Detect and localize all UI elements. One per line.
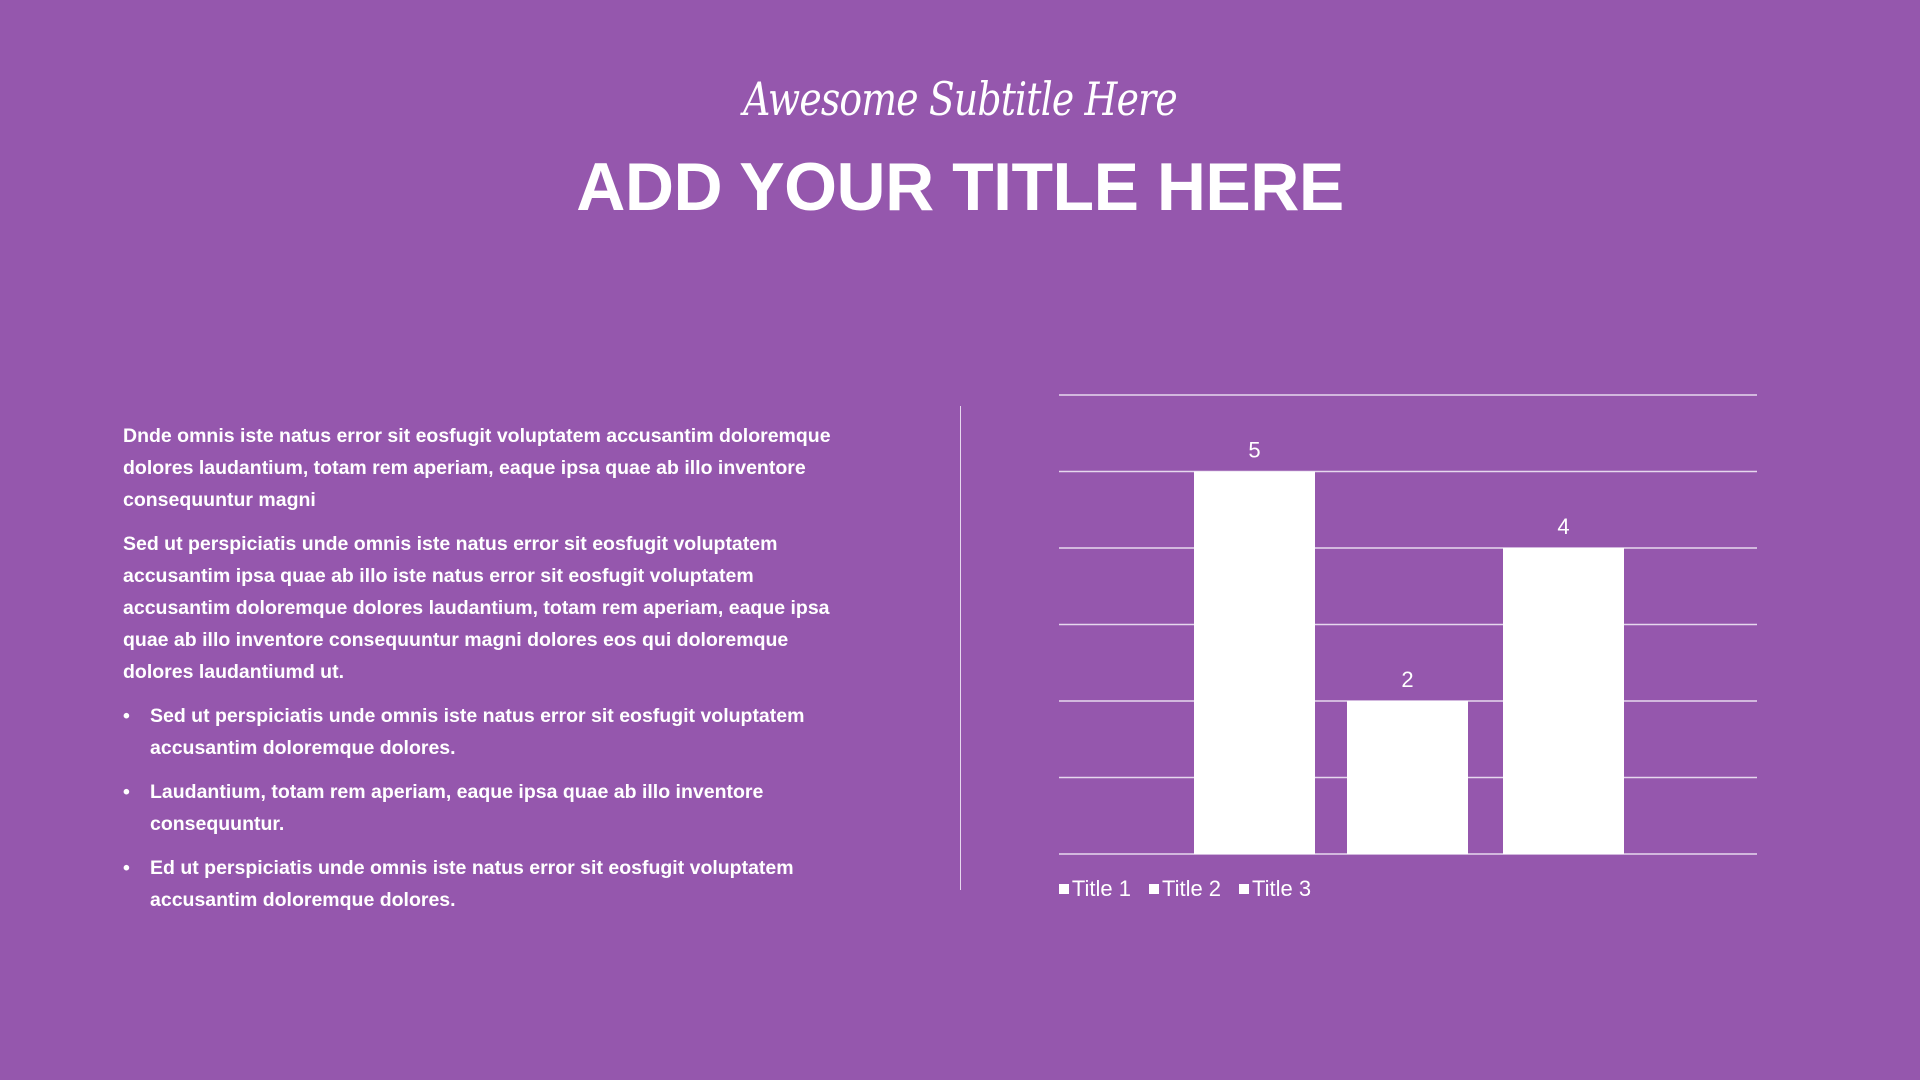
legend-swatch-icon	[1148, 884, 1159, 894]
data-label: 5	[1248, 438, 1260, 463]
legend-label: Title 2	[1161, 876, 1222, 901]
body-text: Dnde omnis iste natus error sit eosfugit…	[123, 420, 863, 928]
vertical-divider	[960, 406, 961, 890]
legend-label: Title 3	[1252, 876, 1312, 901]
paragraph-2: Sed ut perspiciatis unde omnis iste natu…	[123, 533, 830, 683]
bullet-item: • Ed ut perspiciatis unde omnis iste natu…	[123, 852, 863, 916]
bullet-item: • Sed ut perspiciatis unde omnis iste nat…	[123, 700, 863, 764]
bullet-icon: •	[123, 705, 130, 727]
bullet-text: Laudantium, totam rem aperiam, eaque ips…	[150, 781, 764, 835]
chart-legend: Title 1 Title 2 Title 3	[0, 876, 1920, 902]
bullet-icon: •	[123, 781, 130, 803]
bullet-text: Sed ut perspiciatis unde omnis iste natu…	[150, 705, 805, 759]
legend-item: Title 1	[1058, 876, 1131, 902]
slide-title: ADD YOUR TITLE HERE	[576, 149, 1344, 225]
bullet-text: Ed ut perspiciatis unde omnis iste natus…	[150, 857, 794, 911]
legend-label: Title 1	[1071, 876, 1131, 901]
data-label: 4	[1557, 514, 1569, 539]
slide-subtitle: Awesome Subtitle Here	[743, 72, 1178, 126]
data-label: 2	[1401, 667, 1413, 692]
bar-3	[1503, 548, 1624, 854]
bar-1	[1194, 471, 1315, 854]
bullet-icon: •	[123, 857, 130, 879]
legend-swatch-icon	[1058, 884, 1069, 894]
bullet-list: • Sed ut perspiciatis unde omnis iste nat…	[123, 700, 863, 916]
legend-swatch-icon	[1239, 884, 1250, 894]
legend-item: Title 2	[1148, 876, 1222, 902]
paragraph-1: Dnde omnis iste natus error sit eosfugit…	[123, 425, 831, 511]
bar-2	[1347, 701, 1468, 854]
legend-item: Title 3	[1239, 876, 1311, 902]
bullet-item: • Laudantium, totam rem aperiam, eaque ip…	[123, 776, 863, 840]
